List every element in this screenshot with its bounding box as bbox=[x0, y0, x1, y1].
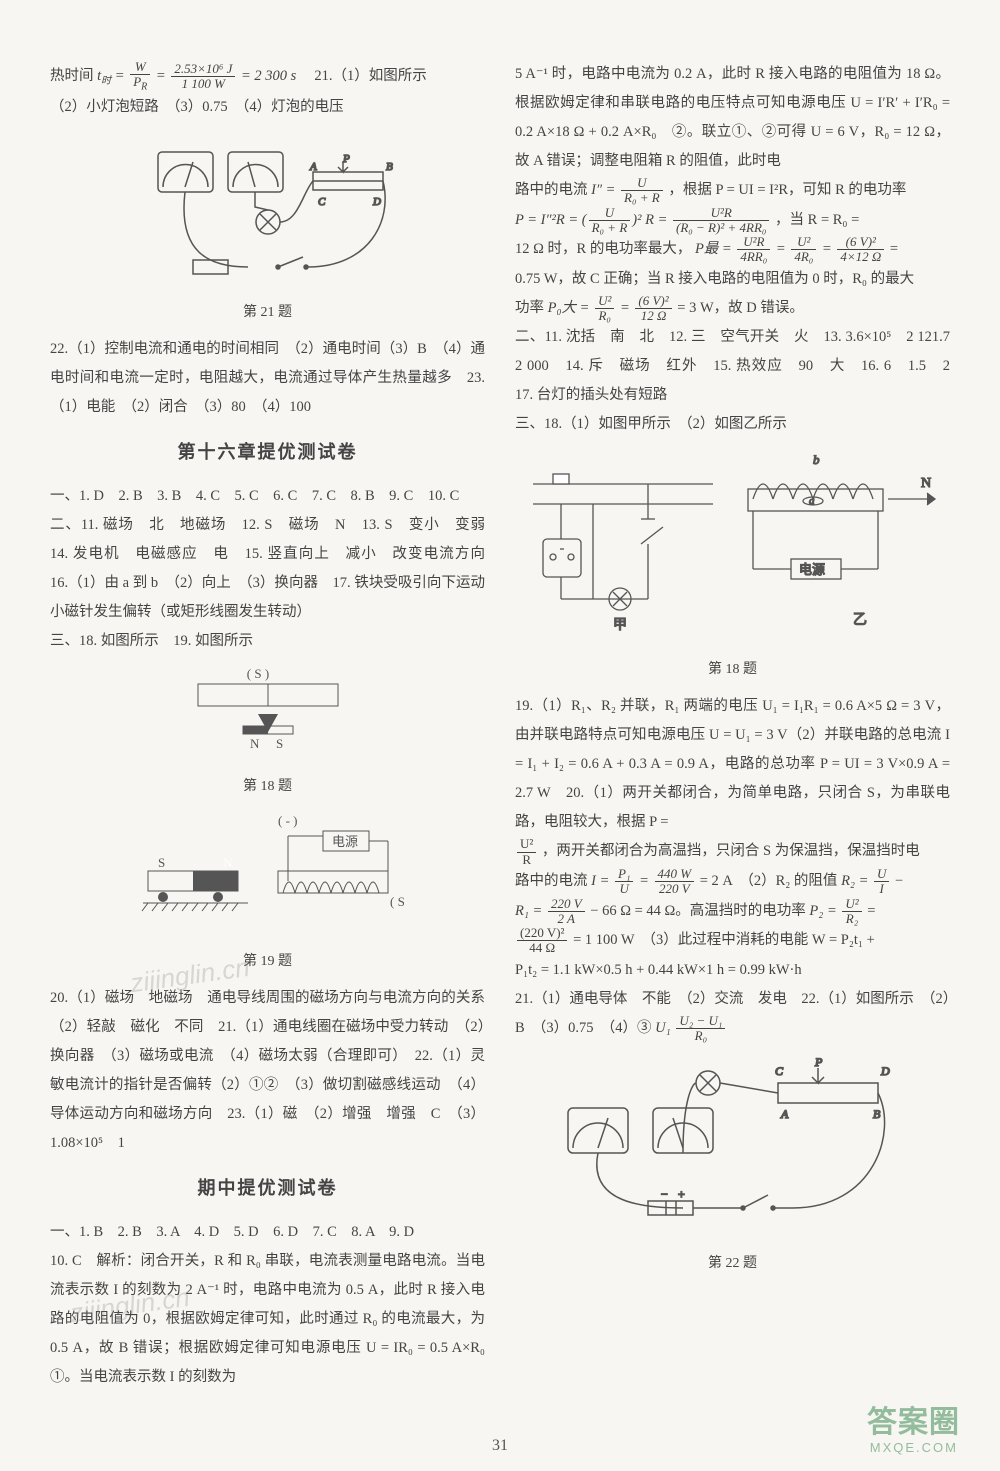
frac: 2.53×10⁶ J 1 100 W bbox=[171, 62, 235, 92]
left-p3: 22.（1）控制电流和通电的时间相同 （2）通电时间（3）B （4）通电时间和电… bbox=[50, 335, 485, 422]
svg-text:P: P bbox=[342, 153, 350, 165]
svg-text:B: B bbox=[873, 1107, 881, 1121]
svg-text:D: D bbox=[880, 1064, 890, 1078]
diagram-21-caption: 第 21 题 bbox=[50, 299, 485, 327]
right-p1: 5 A⁻¹ 时，电路中电流为 0.2 A，此时 R 接入电路的电阻值为 18 Ω… bbox=[515, 60, 950, 176]
left-p1: 热时间 t时 = W PR = 2.53×10⁶ J 1 100 W = 2 3… bbox=[50, 60, 485, 93]
right-sec2: 二、11. 沈括 南 北 12. 三 空气开关 火 13. 3.6×10⁵ 2 … bbox=[515, 323, 950, 410]
circuit-diagram-icon: A P B C D bbox=[138, 132, 398, 282]
diagram-18-right: 甲 b a N 电源 乙 bbox=[515, 449, 950, 650]
svg-text:+: + bbox=[678, 1187, 685, 1201]
svg-text:电源: 电源 bbox=[799, 562, 825, 577]
left-p20: 20.（1）磁场 地磁场 通电导线周围的磁场方向与电流方向的关系 （2）轻敲 磁… bbox=[50, 984, 485, 1158]
svg-text:电源: 电源 bbox=[332, 834, 358, 849]
right-p3: P = I″²R = (UR₀ + R)² R = U²R(R₀ − R)² +… bbox=[515, 206, 950, 236]
svg-text:A: A bbox=[309, 161, 317, 173]
right-p5: 0.75 W，故 C 正确；当 R 接入电路的电阻值为 0 时，R₀ 的最大 bbox=[515, 265, 950, 294]
right-p23: P₁t₂ = 1.1 kW×0.5 h + 0.44 kW×1 h = 0.99… bbox=[515, 956, 950, 985]
svg-text:A: A bbox=[780, 1107, 789, 1121]
svg-text:B: B bbox=[386, 161, 393, 173]
txt: 热时间 bbox=[50, 68, 97, 84]
svg-text:( S ): ( S ) bbox=[246, 666, 268, 681]
diagram-18L-caption: 第 18 题 bbox=[50, 773, 485, 801]
right-p4: 12 Ω 时，R 的电功率最大， P最 = U²R4RR₀ = U²4R₀ = … bbox=[515, 235, 950, 265]
right-p6: 功率 P₀大 = U²R₀ = (6 V)²12 Ω = 3 W，故 D 错误。 bbox=[515, 294, 950, 324]
diagram-21: A P B C D bbox=[50, 132, 485, 293]
svg-text:P: P bbox=[814, 1055, 823, 1069]
left-column: 热时间 t时 = W PR = 2.53×10⁶ J 1 100 W = 2 3… bbox=[50, 60, 485, 1431]
right-p20: 路中的电流 I = P₁U = 440 W220 V = 2 A （2）R₂ 的… bbox=[515, 867, 950, 897]
right-p22: (220 V)²44 Ω = 1 100 W （3）此过程中消耗的电能 W = … bbox=[515, 926, 950, 956]
mid-2: 10. C 解析：闭合开关，R 和 R₀ 串联，电流表测量电路电流。当电流表示数… bbox=[50, 1247, 485, 1392]
right-sec3: 三、18.（1）如图甲所示 （2）如图乙所示 bbox=[515, 410, 950, 439]
svg-text:N: N bbox=[921, 476, 931, 491]
svg-text:C: C bbox=[775, 1064, 784, 1078]
page-number: 31 bbox=[0, 1437, 1000, 1455]
heading-ch16: 第十六章提优测试卷 bbox=[50, 434, 485, 470]
diagram-22: C P D A B −+ bbox=[515, 1053, 950, 1244]
eqn: t时 = W PR = 2.53×10⁶ J 1 100 W = 2 300 s bbox=[97, 60, 296, 93]
right-p19b: U²R ，两开关都闭合为高温挡，只闭合 S 为保温挡，保温挡时电 bbox=[515, 837, 950, 867]
circuit-diagram-22-icon: C P D A B −+ bbox=[553, 1053, 913, 1233]
sec1-1: 一、1. D 2. B 3. B 4. C 5. C 6. C 7. C 8. … bbox=[50, 482, 485, 511]
svg-text:甲: 甲 bbox=[613, 618, 627, 633]
right-p21: R₁ = 220 V2 A − 66 Ω = 44 Ω。高温挡时的电功率 P₂ … bbox=[515, 897, 950, 927]
right-p24: 21.（1）通电导体 不能 （2）交流 发电 22.（1）如图所示 （2）B （… bbox=[515, 985, 950, 1044]
svg-text:C: C bbox=[318, 196, 326, 208]
txt: 21.（1）如图所示 bbox=[300, 68, 427, 84]
svg-text:S: S bbox=[158, 855, 165, 870]
svg-text:b: b bbox=[813, 452, 820, 467]
heading-midterm: 期中提优测试卷 bbox=[50, 1170, 485, 1206]
diagram-19: ( - ) 电源 S N bbox=[50, 811, 485, 942]
svg-text:乙: 乙 bbox=[853, 612, 867, 628]
house-circuit-solenoid-icon: 甲 b a N 电源 乙 bbox=[523, 449, 943, 639]
sec1-3: 三、18. 如图所示 19. 如图所示 bbox=[50, 627, 485, 656]
right-column: 5 A⁻¹ 时，电路中电流为 0.2 A，此时 R 接入电路的电阻值为 18 Ω… bbox=[515, 60, 950, 1431]
svg-text:D: D bbox=[372, 196, 381, 208]
svg-text:( - ): ( - ) bbox=[278, 813, 298, 828]
frac: W PR bbox=[130, 60, 150, 93]
diagram-22-caption: 第 22 题 bbox=[515, 1250, 950, 1278]
right-p19a: 19.（1）R₁、R₂ 并联，R₁ 两端的电压 U₁ = I₁R₁ = 0.6 … bbox=[515, 692, 950, 837]
diagram-18R-caption: 第 18 题 bbox=[515, 656, 950, 684]
solenoid-diagram-icon: ( - ) 电源 S N bbox=[128, 811, 408, 931]
svg-text:S: S bbox=[276, 736, 283, 751]
svg-text:N: N bbox=[223, 855, 233, 870]
svg-text:a: a bbox=[809, 495, 815, 507]
svg-text:−: − bbox=[661, 1187, 668, 1201]
left-p2: （2）小灯泡短路 （3）0.75 （4）灯泡的电压 bbox=[50, 93, 485, 122]
magnet-diagram-icon: ( S ) N S bbox=[158, 666, 378, 756]
mid-1: 一、1. B 2. B 3. A 4. D 5. D 6. D 7. C 8. … bbox=[50, 1218, 485, 1247]
diagram-19-caption: 第 19 题 bbox=[50, 948, 485, 976]
svg-text:N: N bbox=[250, 736, 260, 751]
right-p2: 路中的电流 I″ = UR₀ + R ，根据 P = UI = I²R，可知 R… bbox=[515, 176, 950, 206]
svg-text:( S ): ( S ) bbox=[390, 894, 408, 909]
diagram-18-left: ( S ) N S bbox=[50, 666, 485, 767]
sec1-2: 二、11. 磁场 北 地磁场 12. S 磁场 N 13. S 变小 变弱 14… bbox=[50, 511, 485, 627]
